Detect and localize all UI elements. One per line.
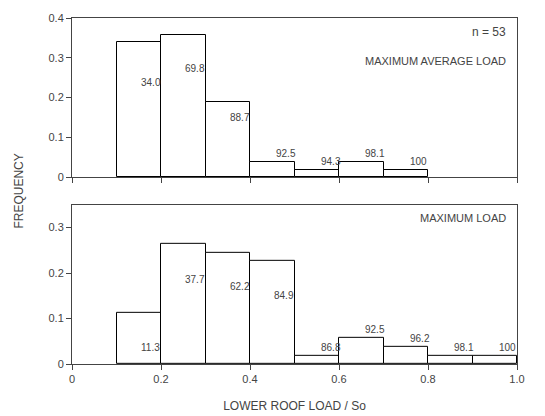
svg-text:0: 0 — [58, 171, 64, 183]
svg-text:34.0: 34.0 — [141, 77, 161, 88]
svg-text:100: 100 — [410, 156, 427, 167]
svg-text:98.1: 98.1 — [454, 342, 474, 353]
svg-text:n = 53: n = 53 — [472, 25, 506, 39]
svg-text:37.7: 37.7 — [185, 274, 205, 285]
svg-text:0: 0 — [69, 373, 75, 385]
svg-text:92.5: 92.5 — [365, 324, 385, 335]
svg-text:0.3: 0.3 — [49, 52, 64, 64]
svg-text:LOWER ROOF LOAD / So: LOWER ROOF LOAD / So — [223, 399, 366, 413]
svg-text:0.2: 0.2 — [49, 267, 64, 279]
svg-text:86.8: 86.8 — [321, 342, 341, 353]
svg-text:0.4: 0.4 — [242, 373, 257, 385]
svg-text:98.1: 98.1 — [365, 148, 385, 159]
svg-text:88.7: 88.7 — [230, 112, 250, 123]
svg-text:FREQUENCY: FREQUENCY — [12, 153, 26, 228]
svg-text:MAXIMUM LOAD: MAXIMUM LOAD — [420, 212, 506, 224]
svg-text:100: 100 — [499, 342, 516, 353]
svg-text:94.3: 94.3 — [321, 156, 341, 167]
svg-text:92.5: 92.5 — [276, 148, 296, 159]
svg-text:MAXIMUM AVERAGE LOAD: MAXIMUM AVERAGE LOAD — [365, 55, 506, 67]
svg-text:69.8: 69.8 — [185, 63, 205, 74]
svg-text:62.2: 62.2 — [230, 281, 250, 292]
svg-text:11.3: 11.3 — [141, 342, 160, 353]
svg-text:0.3: 0.3 — [49, 221, 64, 233]
svg-text:0.2: 0.2 — [153, 373, 168, 385]
svg-text:0.1: 0.1 — [49, 312, 64, 324]
svg-text:0.4: 0.4 — [49, 12, 64, 24]
svg-text:84.9: 84.9 — [274, 290, 294, 301]
svg-text:0.6: 0.6 — [331, 373, 346, 385]
svg-text:0: 0 — [58, 358, 64, 370]
svg-text:0.2: 0.2 — [49, 91, 64, 103]
svg-text:96.2: 96.2 — [410, 333, 430, 344]
svg-text:0.8: 0.8 — [420, 373, 435, 385]
svg-text:0.1: 0.1 — [49, 131, 64, 143]
svg-text:1.0: 1.0 — [509, 373, 524, 385]
